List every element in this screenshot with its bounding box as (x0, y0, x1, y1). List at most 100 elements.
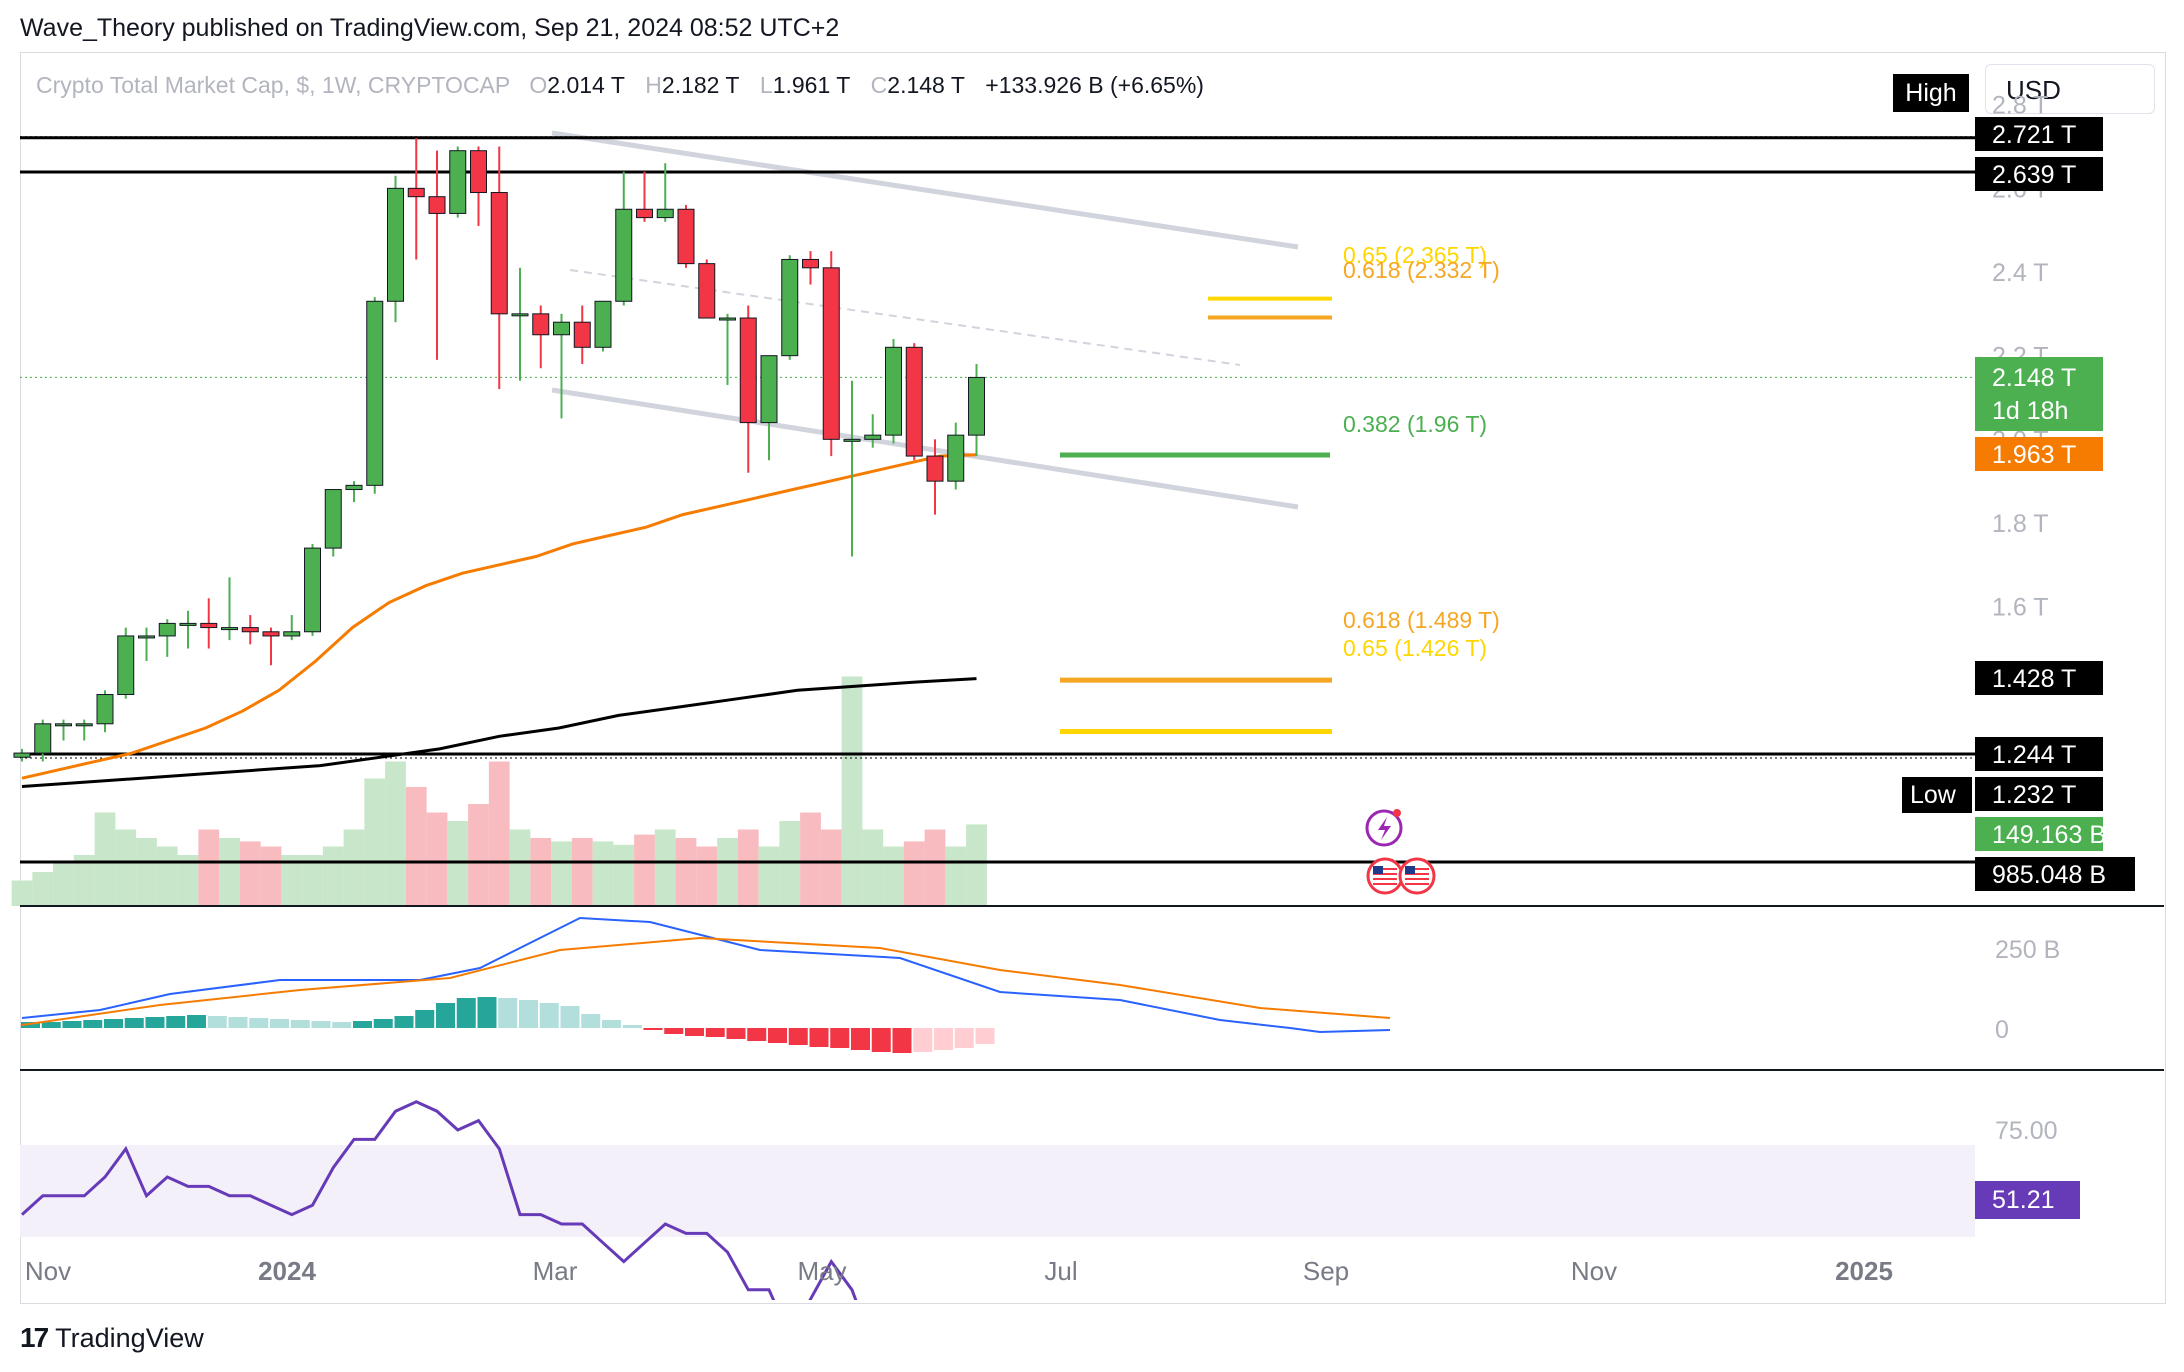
macd-histogram-bar (747, 1028, 767, 1041)
candle-body (13, 752, 31, 758)
publisher-line: Wave_Theory published on TradingView.com… (20, 14, 840, 42)
candle-body (656, 208, 674, 219)
macd-histogram-bar (622, 1025, 642, 1028)
volume-bar (302, 855, 323, 906)
candle-body (573, 321, 591, 348)
macd-histogram-bar (913, 1028, 933, 1052)
macd-histogram-bar (290, 1020, 310, 1028)
candle-body (324, 489, 342, 549)
y-tick-label: 2.4 T (1992, 259, 2049, 287)
candle-body (117, 635, 135, 696)
fib-label: 0.382 (1.96 T) (1343, 411, 1487, 437)
volume-bar (634, 834, 655, 906)
low-badge: Low (1910, 781, 1957, 809)
candle-body (864, 434, 882, 440)
candle-body (366, 300, 384, 486)
x-tick-label: Jul (1044, 1256, 1077, 1286)
volume-bar (551, 841, 572, 906)
candle-body (636, 208, 653, 219)
candle-body (345, 484, 363, 491)
volume-bar (966, 824, 987, 906)
candle-body (885, 346, 902, 436)
macd-histogram-bar (788, 1028, 808, 1045)
ema50-line (21, 453, 977, 780)
flag-stripe (1373, 883, 1397, 885)
horizontal-levels (20, 136, 2050, 864)
currency-button[interactable]: USD (1985, 64, 2155, 114)
macd-histogram-bar (498, 998, 518, 1028)
candle-body (283, 631, 301, 637)
volume-bar (924, 829, 946, 906)
volume-label-bg (1975, 817, 2103, 851)
x-tick-label: May (797, 1256, 846, 1286)
macd-histogram-bar (83, 1020, 103, 1028)
price-chart[interactable]: 0.65 (2.365 T)0.618 (2.332 T) 0.382 (1.96… (0, 0, 2184, 1300)
channel-mid (569, 269, 1241, 366)
volume-histogram (11, 676, 987, 906)
brand-name: TradingView (55, 1322, 204, 1353)
volume-bar (239, 841, 261, 906)
volume-bar (364, 778, 386, 906)
volume-bar (53, 863, 74, 906)
macd-histogram-bar (892, 1028, 912, 1053)
candle-body (760, 355, 778, 424)
volume-bar (260, 846, 282, 906)
candle-body (138, 635, 155, 639)
flag-stripe (1405, 868, 1429, 870)
y-tick-label: 1.6 T (1992, 594, 2049, 622)
level-label-bg (1975, 777, 2103, 811)
candle-body (905, 346, 923, 457)
volume-level-label: 985.048 B (1992, 861, 2106, 889)
axis-labels: 2.721 T 2.639 T 2.148 T 1d 18h 1.963 T 1.428 … (1902, 117, 2135, 891)
volume-bar (675, 838, 697, 906)
rsi-line (20, 1100, 858, 1300)
candle-body (179, 622, 197, 626)
macd-histogram-bar (975, 1028, 995, 1044)
fib-label: 0.65 (1.426 T) (1343, 635, 1487, 661)
candle-body (553, 321, 570, 336)
channel-upper (551, 130, 1299, 250)
candle-body (221, 627, 238, 631)
volume-bar (405, 787, 427, 906)
macd-histogram-bar (934, 1028, 953, 1050)
volume-bar (862, 829, 884, 906)
macd-histogram-bar (809, 1028, 829, 1047)
signal-line (21, 936, 1391, 1026)
bar-countdown-label: 1d 18h (1992, 397, 2068, 425)
macd-histogram-bar (830, 1028, 850, 1048)
candlesticks (13, 138, 985, 762)
volume-bar (343, 829, 365, 906)
volume-bar (717, 838, 738, 906)
level-label: 2.639 T (1992, 161, 2076, 189)
rsi-band (20, 1145, 1975, 1237)
macd-histogram-bar (602, 1020, 621, 1028)
chart-frame (20, 52, 2166, 1304)
macd-histogram-bar (41, 1022, 61, 1028)
legend-change: +133.926 B (+6.65%) (985, 72, 1204, 98)
y-tick-label: 1.8 T (1992, 510, 2049, 538)
candle-body (96, 694, 114, 725)
candle-body (470, 150, 487, 194)
level-label: 1.232 T (1992, 781, 2076, 809)
macd-histogram-bar (249, 1018, 269, 1028)
current-price-label: 2.148 T (1992, 364, 2076, 392)
macd-histogram-bar (456, 998, 476, 1028)
flag-canton (1373, 866, 1383, 874)
volume-bar (322, 846, 344, 906)
ema200-label-bg (1975, 661, 2103, 695)
time-axis: Nov 2024 Mar May Jul Sep Nov 2025 (25, 1256, 1893, 1286)
lightning-glyph (1378, 817, 1391, 840)
candle-body (968, 376, 985, 436)
macd-histogram-bar (332, 1022, 352, 1028)
volume-bar (571, 838, 593, 906)
macd-histogram-bar (705, 1028, 725, 1037)
macd-histogram-bar (539, 1003, 559, 1028)
volume-bar (11, 880, 33, 906)
volume-bar (198, 829, 220, 906)
volume-bar (426, 812, 448, 906)
candle-body (490, 192, 508, 315)
descending-channel (551, 130, 1299, 510)
flag-stripe (1405, 883, 1429, 885)
candle-body (698, 263, 716, 319)
candle-body (926, 455, 944, 482)
